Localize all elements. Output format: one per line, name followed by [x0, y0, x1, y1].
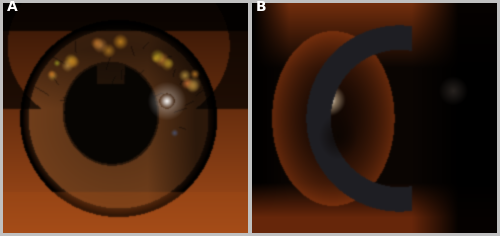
Text: B: B — [256, 0, 266, 14]
Text: A: A — [7, 0, 18, 14]
